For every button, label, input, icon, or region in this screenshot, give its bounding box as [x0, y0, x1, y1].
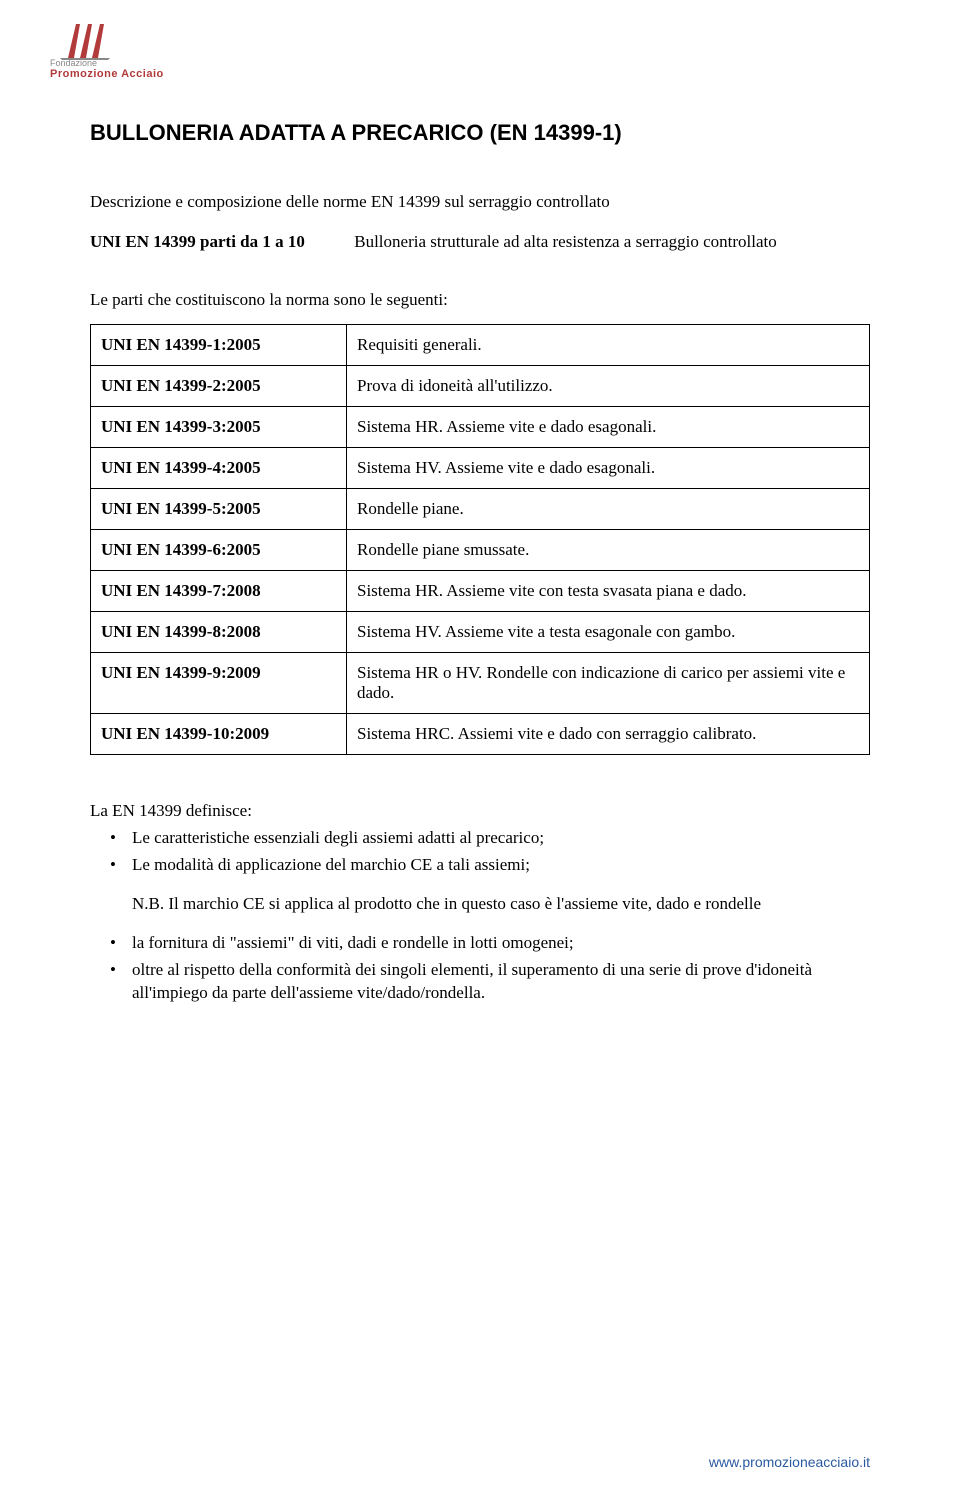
defines-block: La EN 14399 definisce: Le caratteristich… [90, 801, 870, 1005]
standard-code: UNI EN 14399-3:2005 [91, 407, 347, 448]
standard-desc: Sistema HRC. Assiemi vite e dado con ser… [347, 714, 870, 755]
standard-code: UNI EN 14399-5:2005 [91, 489, 347, 530]
standard-desc: Sistema HV. Assieme vite a testa esagona… [347, 612, 870, 653]
logo: Fondazione Promozione Acciaio [50, 20, 164, 80]
defines-nb: N.B. Il marchio CE si applica al prodott… [132, 893, 870, 916]
table-row: UNI EN 14399-2:2005Prova di idoneità all… [91, 366, 870, 407]
lead-row: UNI EN 14399 parti da 1 a 10 Bulloneria … [90, 232, 870, 252]
logo-text-line2: Promozione Acciaio [50, 68, 164, 80]
lead-code: UNI EN 14399 parti da 1 a 10 [90, 232, 350, 252]
standard-code: UNI EN 14399-9:2009 [91, 653, 347, 714]
page-title: BULLONERIA ADATTA A PRECARICO (EN 14399-… [90, 120, 870, 146]
standard-desc: Requisiti generali. [347, 325, 870, 366]
table-row: UNI EN 14399-7:2008Sistema HR. Assieme v… [91, 571, 870, 612]
defines-intro: La EN 14399 definisce: [90, 801, 870, 821]
table-row: UNI EN 14399-3:2005Sistema HR. Assieme v… [91, 407, 870, 448]
table-row: UNI EN 14399-5:2005Rondelle piane. [91, 489, 870, 530]
parts-intro: Le parti che costituiscono la norma sono… [90, 290, 870, 310]
standard-code: UNI EN 14399-6:2005 [91, 530, 347, 571]
standard-desc: Prova di idoneità all'utilizzo. [347, 366, 870, 407]
table-row: UNI EN 14399-9:2009Sistema HR o HV. Rond… [91, 653, 870, 714]
standard-desc: Sistema HR. Assieme vite con testa svasa… [347, 571, 870, 612]
list-item: la fornitura di "assiemi" di viti, dadi … [132, 932, 870, 955]
list-item: oltre al rispetto della conformità dei s… [132, 959, 870, 1005]
standard-code: UNI EN 14399-8:2008 [91, 612, 347, 653]
footer-link: www.promozioneacciaio.it [709, 1454, 870, 1470]
subtitle: Descrizione e composizione delle norme E… [90, 192, 870, 212]
standard-desc: Sistema HR. Assieme vite e dado esagonal… [347, 407, 870, 448]
standards-table: UNI EN 14399-1:2005Requisiti generali.UN… [90, 324, 870, 755]
standard-desc: Sistema HV. Assieme vite e dado esagonal… [347, 448, 870, 489]
logo-mark-icon [50, 20, 120, 60]
table-row: UNI EN 14399-6:2005Rondelle piane smussa… [91, 530, 870, 571]
standard-code: UNI EN 14399-10:2009 [91, 714, 347, 755]
list-item: Le caratteristiche essenziali degli assi… [132, 827, 870, 850]
table-row: UNI EN 14399-4:2005Sistema HV. Assieme v… [91, 448, 870, 489]
table-row: UNI EN 14399-10:2009Sistema HRC. Assiemi… [91, 714, 870, 755]
standard-code: UNI EN 14399-1:2005 [91, 325, 347, 366]
defines-list-a: Le caratteristiche essenziali degli assi… [90, 827, 870, 877]
table-row: UNI EN 14399-1:2005Requisiti generali. [91, 325, 870, 366]
lead-desc: Bulloneria strutturale ad alta resistenz… [354, 232, 776, 251]
standard-desc: Rondelle piane. [347, 489, 870, 530]
list-item: Le modalità di applicazione del marchio … [132, 854, 870, 877]
standard-code: UNI EN 14399-2:2005 [91, 366, 347, 407]
document-page: Fondazione Promozione Acciaio BULLONERIA… [0, 0, 960, 1500]
table-row: UNI EN 14399-8:2008Sistema HV. Assieme v… [91, 612, 870, 653]
standard-code: UNI EN 14399-4:2005 [91, 448, 347, 489]
defines-list-b: la fornitura di "assiemi" di viti, dadi … [90, 932, 870, 1005]
standard-code: UNI EN 14399-7:2008 [91, 571, 347, 612]
standard-desc: Sistema HR o HV. Rondelle con indicazion… [347, 653, 870, 714]
standard-desc: Rondelle piane smussate. [347, 530, 870, 571]
